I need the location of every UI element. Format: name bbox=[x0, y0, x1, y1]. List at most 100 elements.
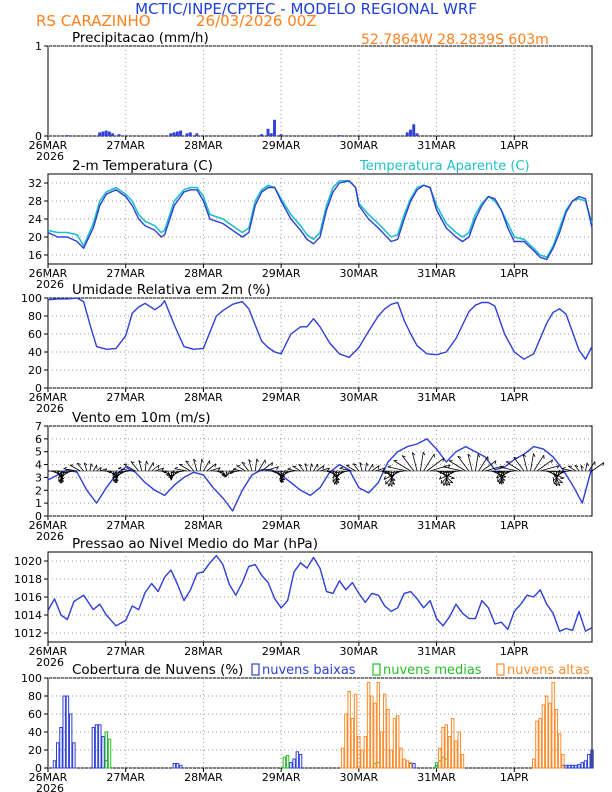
cloud-bar-low bbox=[52, 760, 57, 769]
wind-arrow-head bbox=[222, 474, 227, 478]
cloud-bar-high bbox=[366, 682, 371, 769]
y-tick-label: 1012 bbox=[14, 627, 42, 640]
panel-1: 0 1 26MAR 27MAR 28MAR 29MAR 30MAR 31MAR 1APR 2026… bbox=[29, 30, 593, 163]
cloud-bar-high bbox=[548, 702, 552, 769]
wind-arrow bbox=[429, 464, 451, 472]
header: MCTIC/INPE/CPTEC - MODELO REGIONAL WRF R… bbox=[36, 0, 549, 48]
wind-arrow bbox=[497, 470, 509, 483]
wind-arrow bbox=[287, 468, 298, 472]
x-tick-label: 1APR bbox=[500, 267, 529, 280]
wind-arrow bbox=[591, 462, 605, 472]
cloud-bar-high bbox=[557, 733, 562, 769]
x-tick-label: 30MAR bbox=[340, 771, 379, 784]
x-tick-label: 31MAR bbox=[417, 139, 456, 152]
y-tick-label: 2 bbox=[35, 484, 42, 497]
x-tick-label: 30MAR bbox=[340, 645, 379, 658]
cloud-bar-low bbox=[65, 695, 70, 769]
wind-arrow bbox=[96, 466, 102, 472]
cloud-bar-low bbox=[175, 763, 180, 769]
x-tick-label: 30MAR bbox=[340, 139, 379, 152]
y-tick-label: 28 bbox=[28, 195, 42, 208]
wind-arrow bbox=[411, 452, 418, 472]
wind-arrow-head bbox=[389, 483, 393, 487]
precip-bar bbox=[117, 134, 121, 136]
cloud-bar-low bbox=[577, 763, 581, 769]
legend-label: nuvens medias bbox=[383, 663, 482, 678]
x-year-label: 2026 bbox=[36, 402, 64, 415]
cloud-bar-high bbox=[373, 702, 377, 769]
cloud-bar-high bbox=[350, 718, 355, 769]
wind-arrow-head bbox=[387, 482, 390, 487]
cloud-bar-high bbox=[460, 754, 465, 769]
wind-arrow bbox=[164, 470, 171, 477]
wind-arrow-head bbox=[145, 460, 149, 465]
x-tick-label: 26MAR bbox=[29, 267, 68, 280]
wind-arrow bbox=[439, 470, 460, 474]
wind-arrow-head bbox=[90, 463, 93, 467]
cloud-bar-high bbox=[402, 758, 406, 769]
wind-arrow-head bbox=[402, 455, 406, 458]
wind-arrow bbox=[92, 465, 97, 472]
cloud-bar-low bbox=[72, 742, 76, 769]
x-tick-label: 29MAR bbox=[262, 519, 301, 532]
cloud-bar-low bbox=[179, 764, 183, 769]
wind-arrow bbox=[261, 462, 273, 472]
apparent-temperature-line bbox=[47, 180, 593, 259]
wind-arrow bbox=[209, 467, 221, 472]
cloud-bar-low bbox=[574, 764, 578, 769]
panel-title: Vento em 10m (m/s) bbox=[72, 410, 211, 426]
wind-arrow-head bbox=[384, 470, 388, 474]
wind-arrow bbox=[557, 470, 570, 473]
wind-arrow-head bbox=[304, 463, 308, 467]
wind-arrow-head bbox=[412, 452, 416, 456]
cloud-bar-high bbox=[561, 754, 565, 769]
cloud-bar-high bbox=[353, 693, 358, 769]
y-tick-label: 3 bbox=[35, 471, 42, 484]
wind-arrow-head bbox=[377, 465, 380, 470]
cloud-bar-high bbox=[457, 731, 461, 769]
wind-arrow bbox=[69, 464, 81, 472]
wind-arrow-head bbox=[533, 453, 536, 457]
wind-arrow bbox=[513, 456, 525, 472]
cloud-bar-low bbox=[289, 762, 293, 769]
cloud-bar-low bbox=[587, 754, 591, 769]
cloud-bar-low bbox=[98, 724, 102, 769]
y-tick-label: 1018 bbox=[14, 573, 42, 586]
wind-arrow bbox=[99, 468, 107, 472]
wind-arrow-head bbox=[76, 462, 81, 465]
cloud-bar-high bbox=[451, 718, 455, 769]
precip-bar bbox=[185, 133, 189, 136]
x-tick-label: 1APR bbox=[500, 645, 529, 658]
cloud-bar-mid bbox=[104, 731, 109, 769]
x-tick-label: 29MAR bbox=[262, 771, 301, 784]
wind-arrow-head bbox=[271, 462, 274, 467]
wind-arrow-head bbox=[522, 454, 526, 458]
wind-arrow-head bbox=[382, 467, 386, 472]
wind-arrow-head bbox=[332, 474, 335, 478]
wind-arrow bbox=[585, 462, 588, 472]
x-tick-label: 1APR bbox=[500, 139, 529, 152]
wind-arrow-head bbox=[497, 470, 501, 474]
cloud-bar-low bbox=[412, 763, 416, 769]
cloud-bar-low bbox=[91, 727, 96, 769]
wind-arrow bbox=[540, 465, 560, 472]
plot-frame bbox=[47, 45, 593, 137]
x-tick-label: 27MAR bbox=[106, 391, 145, 404]
wind-arrow-head bbox=[602, 462, 605, 467]
wind-arrow bbox=[216, 470, 226, 475]
precip-bar bbox=[279, 134, 283, 136]
wind-arrow-head bbox=[333, 480, 335, 485]
precip-bar bbox=[101, 131, 105, 136]
panel-title: Precipitacao (mm/h) bbox=[72, 30, 209, 46]
legend-swatch bbox=[251, 663, 260, 676]
precip-bar bbox=[65, 135, 69, 136]
y-tick-label: 5 bbox=[35, 446, 42, 459]
wind-arrow-head bbox=[157, 464, 160, 469]
cloud-bar-high bbox=[444, 724, 449, 769]
wind-arrow-head bbox=[298, 464, 303, 467]
wind-arrow bbox=[393, 460, 411, 472]
x-year-label: 2026 bbox=[36, 782, 64, 792]
wind-arrow bbox=[443, 466, 463, 472]
